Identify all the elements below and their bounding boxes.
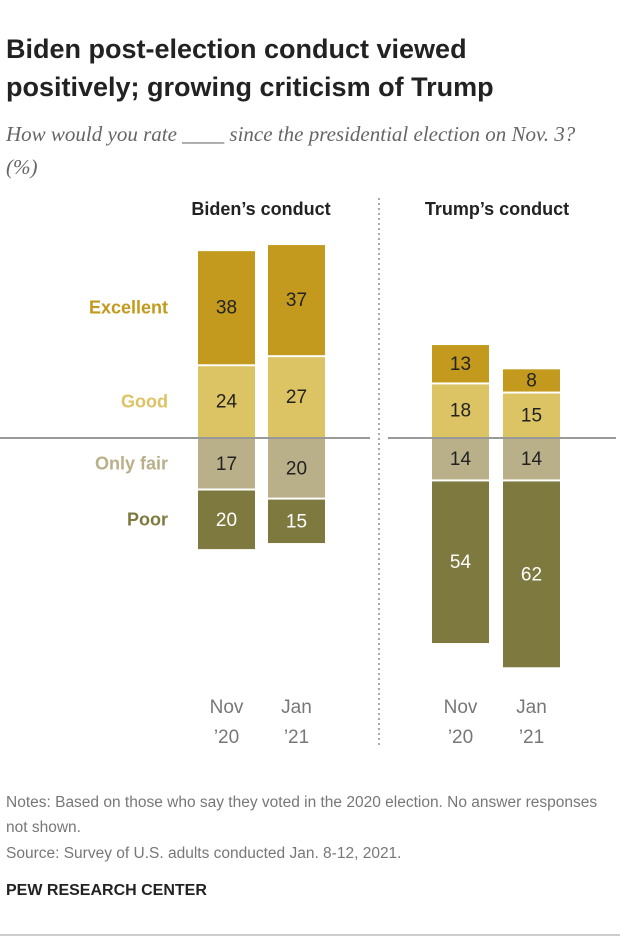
bar-segment bbox=[432, 345, 489, 383]
bar-segment bbox=[432, 439, 489, 480]
bar-segment bbox=[198, 439, 255, 489]
bar-segment bbox=[268, 439, 325, 498]
value-label: 24 bbox=[216, 392, 238, 413]
bar-segment bbox=[503, 481, 560, 668]
x-tick-label: Jan ’21 bbox=[281, 697, 312, 748]
title: Biden post-election conduct viewed posit… bbox=[6, 34, 494, 102]
value-label: 20 bbox=[216, 510, 237, 531]
value-label: 17 bbox=[216, 454, 237, 475]
notes: Notes: Based on those who say they voted… bbox=[6, 794, 598, 836]
subtitle: How would you rate ____ since the presid… bbox=[6, 122, 576, 179]
value-label: 54 bbox=[450, 552, 472, 573]
value-label: 20 bbox=[286, 458, 307, 479]
bar-segment bbox=[432, 384, 489, 437]
source: Source: Survey of U.S. adults conducted … bbox=[6, 845, 402, 862]
value-label: 14 bbox=[450, 449, 472, 470]
value-label: 15 bbox=[521, 405, 542, 426]
legend-label: Only fair bbox=[95, 454, 168, 474]
value-label: 14 bbox=[521, 449, 543, 470]
x-tick-label: Nov ’20 bbox=[443, 697, 478, 748]
bar-segment bbox=[198, 251, 255, 365]
bar-segment bbox=[432, 481, 489, 644]
value-label: 38 bbox=[216, 298, 237, 319]
panel-title: Trump’s conduct bbox=[425, 199, 569, 219]
bar-segment bbox=[268, 357, 325, 437]
value-label: 37 bbox=[286, 290, 307, 311]
bar-segment bbox=[503, 369, 560, 392]
value-label: 8 bbox=[526, 370, 537, 391]
bar-segment bbox=[268, 499, 325, 544]
legend-label: Good bbox=[121, 391, 168, 411]
value-label: 62 bbox=[521, 564, 542, 585]
bar-segment bbox=[198, 490, 255, 550]
value-label: 15 bbox=[286, 511, 307, 532]
bar-segment bbox=[198, 366, 255, 437]
value-label: 27 bbox=[286, 387, 307, 408]
bar-segment bbox=[503, 393, 560, 437]
legend-label: Poor bbox=[127, 510, 168, 530]
legend-label: Excellent bbox=[89, 297, 168, 317]
value-label: 18 bbox=[450, 401, 471, 422]
bar-segment bbox=[268, 245, 325, 356]
brand: PEW RESEARCH CENTER bbox=[6, 882, 207, 899]
bar-segment bbox=[503, 439, 560, 480]
x-tick-label: Nov ’20 bbox=[209, 697, 244, 748]
value-label: 13 bbox=[450, 354, 471, 375]
x-tick-label: Jan ’21 bbox=[516, 697, 547, 748]
panel-title: Biden’s conduct bbox=[191, 199, 330, 219]
